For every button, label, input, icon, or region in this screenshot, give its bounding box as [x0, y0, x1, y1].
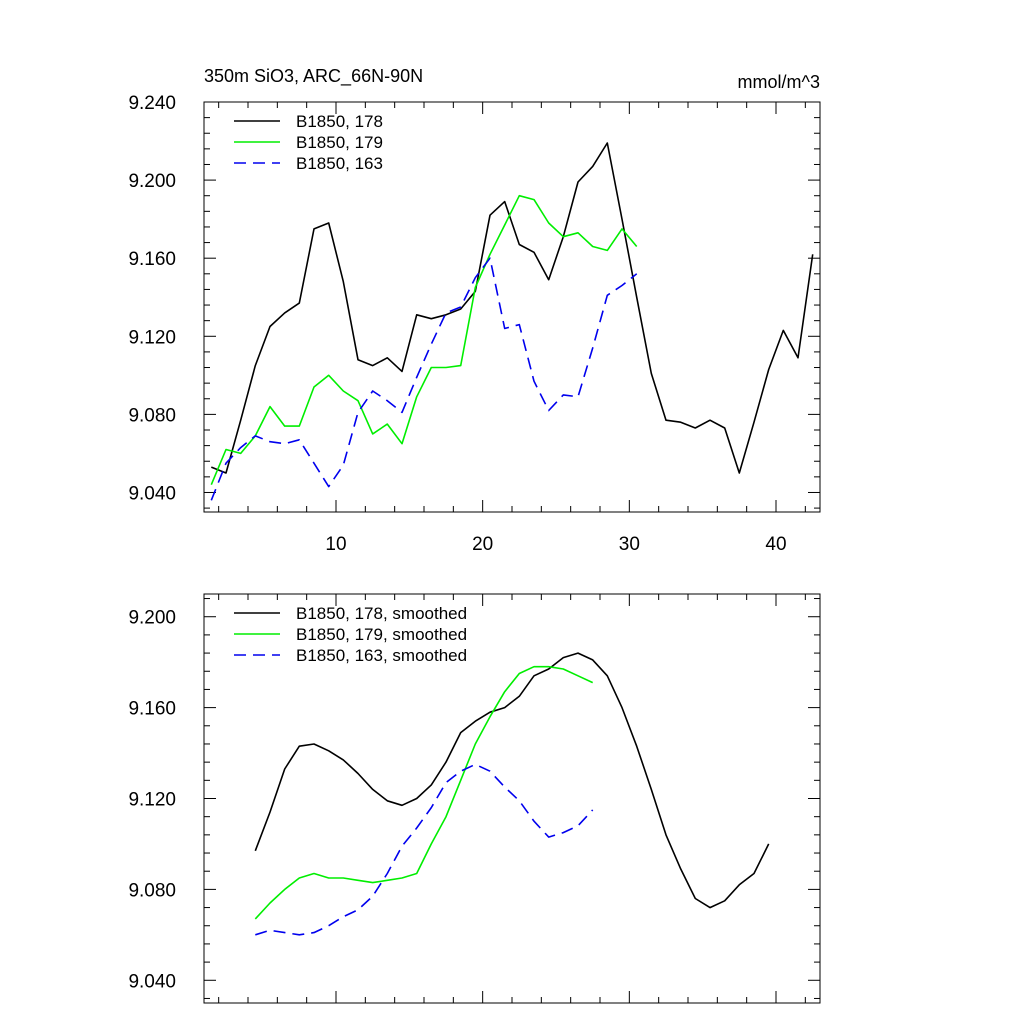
legend-label: B1850, 178, smoothed	[296, 604, 467, 623]
series-line-3	[255, 763, 594, 936]
y-tick-label: 9.080	[128, 405, 176, 426]
y-tick-label: 9.200	[128, 608, 176, 629]
y-tick-label: 9.040	[128, 971, 176, 992]
y-tick-label: 9.240	[128, 93, 176, 114]
y-tick-label: 9.160	[128, 249, 176, 270]
series-line-2	[254, 665, 594, 920]
units-label: mmol/m^3	[738, 72, 820, 92]
series-line-1	[254, 652, 770, 909]
y-tick-label: 9.120	[128, 327, 176, 348]
y-tick-label: 9.120	[128, 790, 176, 811]
y-tick-label: 9.200	[128, 171, 176, 192]
legend-label: B1850, 163	[296, 154, 383, 173]
x-tick-label: 40	[765, 534, 786, 555]
series-line-1	[211, 142, 814, 474]
x-tick-label: 20	[472, 534, 493, 555]
y-tick-label: 9.040	[128, 483, 176, 504]
legend-label: B1850, 179, smoothed	[296, 625, 467, 644]
legend-label: B1850, 179	[296, 133, 383, 152]
chart-panel-bottom: 9.040 9.080 9.120 9.160 9.200 B1850, 178, smo…	[128, 593, 821, 1004]
series-line-2	[210, 194, 638, 486]
legend-label: B1850, 163, smoothed	[296, 646, 467, 665]
x-tick-label: 10	[325, 534, 346, 555]
x-tick-label: 30	[619, 534, 640, 555]
legend-label: B1850, 178	[296, 112, 383, 131]
series-line-3	[210, 257, 638, 501]
y-tick-label: 9.160	[128, 699, 176, 720]
y-tick-label: 9.080	[128, 880, 176, 901]
chart-title: 350m SiO3, ARC_66N-90N	[204, 66, 423, 87]
chart-panel-top: 10 20 30 40 9.040 9.080 9.120 9.160 9.200 9.240 B1…	[128, 66, 821, 555]
